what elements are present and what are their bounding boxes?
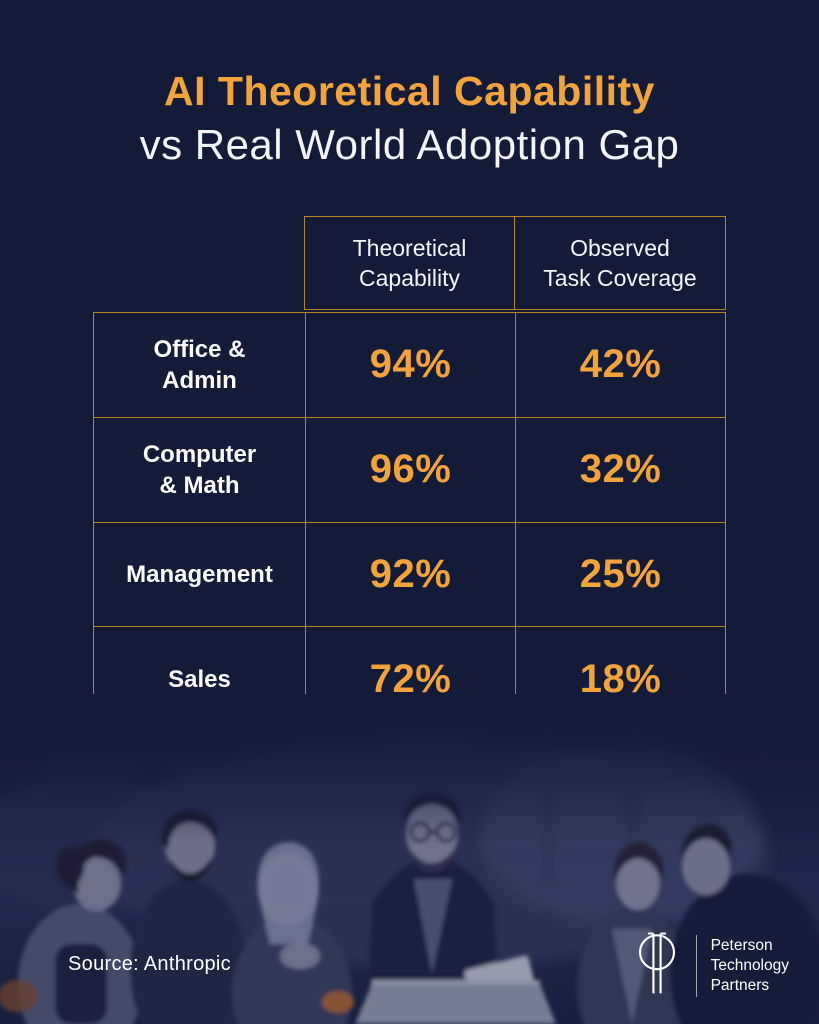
value-cell-office-admin-theoretical: 94% <box>306 313 516 418</box>
logo-divider <box>695 934 697 997</box>
value-theoretical: 72% <box>369 657 452 702</box>
brand-name: Peterson Technology Partners <box>710 936 789 994</box>
value-cell-computer-math-theoretical: 96% <box>306 417 516 523</box>
row-label: Computer & Math <box>142 440 257 499</box>
value-observed: 32% <box>579 447 662 492</box>
value-cell-office-admin-observed: 42% <box>516 313 725 418</box>
team-meeting-photo <box>0 694 819 1024</box>
value-cell-management-theoretical: 92% <box>306 522 516 628</box>
row-label-cell-management: Management <box>94 522 306 628</box>
table-header-row: Theoretical Capability Observed Task Cov… <box>304 216 726 310</box>
value-theoretical: 92% <box>369 551 452 596</box>
value-theoretical: 94% <box>369 342 452 387</box>
row-label-cell-computer-math: Computer & Math <box>94 417 306 523</box>
page-title-line1: AI Theoretical Capability <box>164 68 655 114</box>
page-title-line2: vs Real World Adoption Gap <box>139 121 680 168</box>
page-title: AI Theoretical Capability vs Real World … <box>0 64 819 172</box>
brand-lockup: Peterson Technology Partners <box>632 928 789 1003</box>
comparison-table: Office & Admin 94% 42% Computer & Math 9… <box>93 312 726 733</box>
row-label: Sales <box>168 666 231 694</box>
source-note: Source: Anthropic <box>68 953 231 975</box>
header-cell-observed-task-coverage: Observed Task Coverage <box>543 235 697 291</box>
value-observed: 18% <box>579 657 662 702</box>
value-theoretical: 96% <box>369 447 452 492</box>
ptp-logo-icon <box>632 928 682 1003</box>
value-cell-computer-math-observed: 32% <box>516 418 725 523</box>
row-label: Office & Admin <box>153 335 246 394</box>
header-cell-theoretical-capability: Theoretical Capability <box>305 217 515 309</box>
value-observed: 42% <box>579 342 662 387</box>
value-cell-sales-observed: 18% <box>516 627 725 732</box>
value-observed: 25% <box>579 551 662 596</box>
value-cell-sales-theoretical: 72% <box>306 627 516 732</box>
value-cell-management-observed: 25% <box>516 523 725 628</box>
row-label-cell-office-admin: Office & Admin <box>94 313 306 418</box>
row-label: Management <box>126 560 273 588</box>
row-label-cell-sales: Sales <box>94 627 306 732</box>
